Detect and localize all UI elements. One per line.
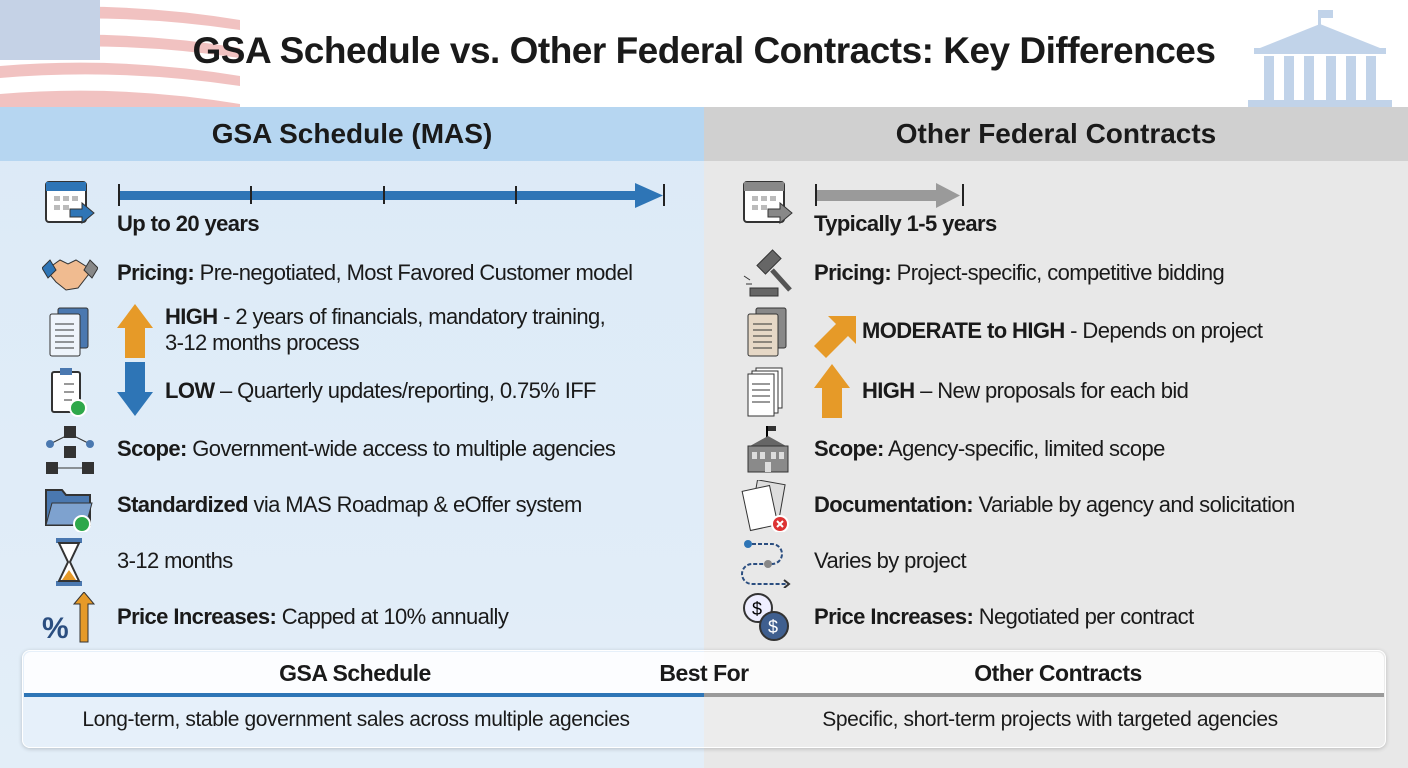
row-text: - Depends on project [1064,318,1263,343]
right-row-0: Typically 1-5 years [814,211,997,237]
row-label: MODERATE to HIGH [862,318,1065,343]
row-text: 3-12 months [117,548,233,573]
left-row-3: LOW – Quarterly updates/reporting, 0.75%… [165,378,597,404]
row-text: Agency-specific, limited scope [883,436,1165,461]
row-label: LOW [165,378,215,403]
row-label: HIGH [165,304,218,329]
row-text: Capped at 10% annually [276,604,509,629]
us-flag-icon [0,0,240,107]
arrow-up-icon [117,304,153,358]
best-for-label: Best For [659,660,749,686]
path-icon [741,540,791,588]
row-label: Scope: [117,436,187,461]
other-divider [704,693,1384,697]
timeline-1-5-years [815,183,964,208]
percent-up-icon: % [42,592,96,644]
row-text: Government-wide access to multiple agenc… [186,436,616,461]
gsa-divider [24,693,704,697]
svg-text:$: $ [768,617,778,637]
left-row-7: Price Increases: Capped at 10% annually [117,604,509,630]
row-label: Documentation: [814,492,974,517]
clipboard-check-icon [51,368,87,417]
right-row-4: Scope: Agency-specific, limited scope [814,436,1165,462]
documents-icon [49,307,89,357]
folder-check-icon [45,489,93,532]
row-text: Variable by agency and solicitation [973,492,1296,517]
left-row-6: 3-12 months [117,548,233,574]
header [0,0,1408,107]
row-label: Pricing: [814,260,892,285]
right-row-6: Varies by project [814,548,967,574]
row-text: Negotiated per contract [973,604,1195,629]
gsa-panel-header: GSA Schedule (MAS) [0,107,704,161]
arrow-down-icon [117,362,153,416]
other-panel-header: Other Federal Contracts [704,107,1408,161]
gavel-icon [743,249,792,297]
timeline-20-years [118,183,665,208]
right-row-3: HIGH – New proposals for each bid [862,378,1189,404]
left-row-0: Up to 20 years [117,211,260,237]
row-label: Standardized [117,492,249,517]
handshake-icon [42,259,98,291]
hourglass-icon [56,538,82,586]
row-label: Pricing: [117,260,195,285]
right-row-5: Documentation: Variable by agency and so… [814,492,1295,518]
row-text: – New proposals for each bid [914,378,1189,403]
page-title: GSA Schedule vs. Other Federal Contracts… [192,30,1216,71]
row-text: - 2 years of financials, mandatory train… [217,304,606,329]
right-row-1: Pricing: Project-specific, competitive b… [814,260,1225,286]
row-text: Project-specific, competitive bidding [891,260,1225,285]
svg-text:$: $ [752,599,762,619]
documents-x-icon [741,480,789,532]
left-row-5: Standardized via MAS Roadmap & eOffer sy… [117,492,582,518]
best-for-gsa-title: GSA Schedule [279,660,431,686]
left-row-2: HIGH - 2 years of financials, mandatory … [165,304,606,356]
right-row-7: Price Increases: Negotiated per contract [814,604,1194,630]
row-label: Scope: [814,436,884,461]
arrow-up-icon [814,364,850,418]
best-for-other-text: Specific, short-term projects with targe… [822,708,1278,731]
left-row-1: Pricing: Pre-negotiated, Most Favored Cu… [117,260,633,286]
documents-icon [747,307,787,357]
row-label: Up to 20 years [117,211,260,236]
dollar-chat-icon: $$ [743,593,789,641]
row-text: via MAS Roadmap & eOffer system [247,492,582,517]
best-for-header-row [24,652,1384,694]
building-icon [747,426,789,473]
row-label: Price Increases: [117,604,277,629]
calendar-arrow-icon [743,181,793,225]
calendar-arrow-icon [45,181,95,225]
stacked-documents-icon [747,367,783,417]
left-row-4: Scope: Government-wide access to multipl… [117,436,616,462]
best-for-other-title: Other Contracts [974,660,1142,686]
agency-network-icon [46,426,94,474]
svg-text:%: % [42,612,69,644]
row-label: Price Increases: [814,604,974,629]
row-text-line2: 3-12 months process [165,330,360,355]
best-for-gsa-text: Long-term, stable government sales acros… [82,708,630,731]
row-label: HIGH [862,378,915,403]
government-building-icon [1248,10,1392,107]
row-label: Typically 1-5 years [814,211,997,236]
row-text: Varies by project [814,548,967,573]
row-text: – Quarterly updates/reporting, 0.75% IFF [214,378,596,403]
arrow-up-right-icon [814,316,856,358]
right-row-2: MODERATE to HIGH - Depends on project [862,318,1263,344]
row-text: Pre-negotiated, Most Favored Customer mo… [194,260,633,285]
